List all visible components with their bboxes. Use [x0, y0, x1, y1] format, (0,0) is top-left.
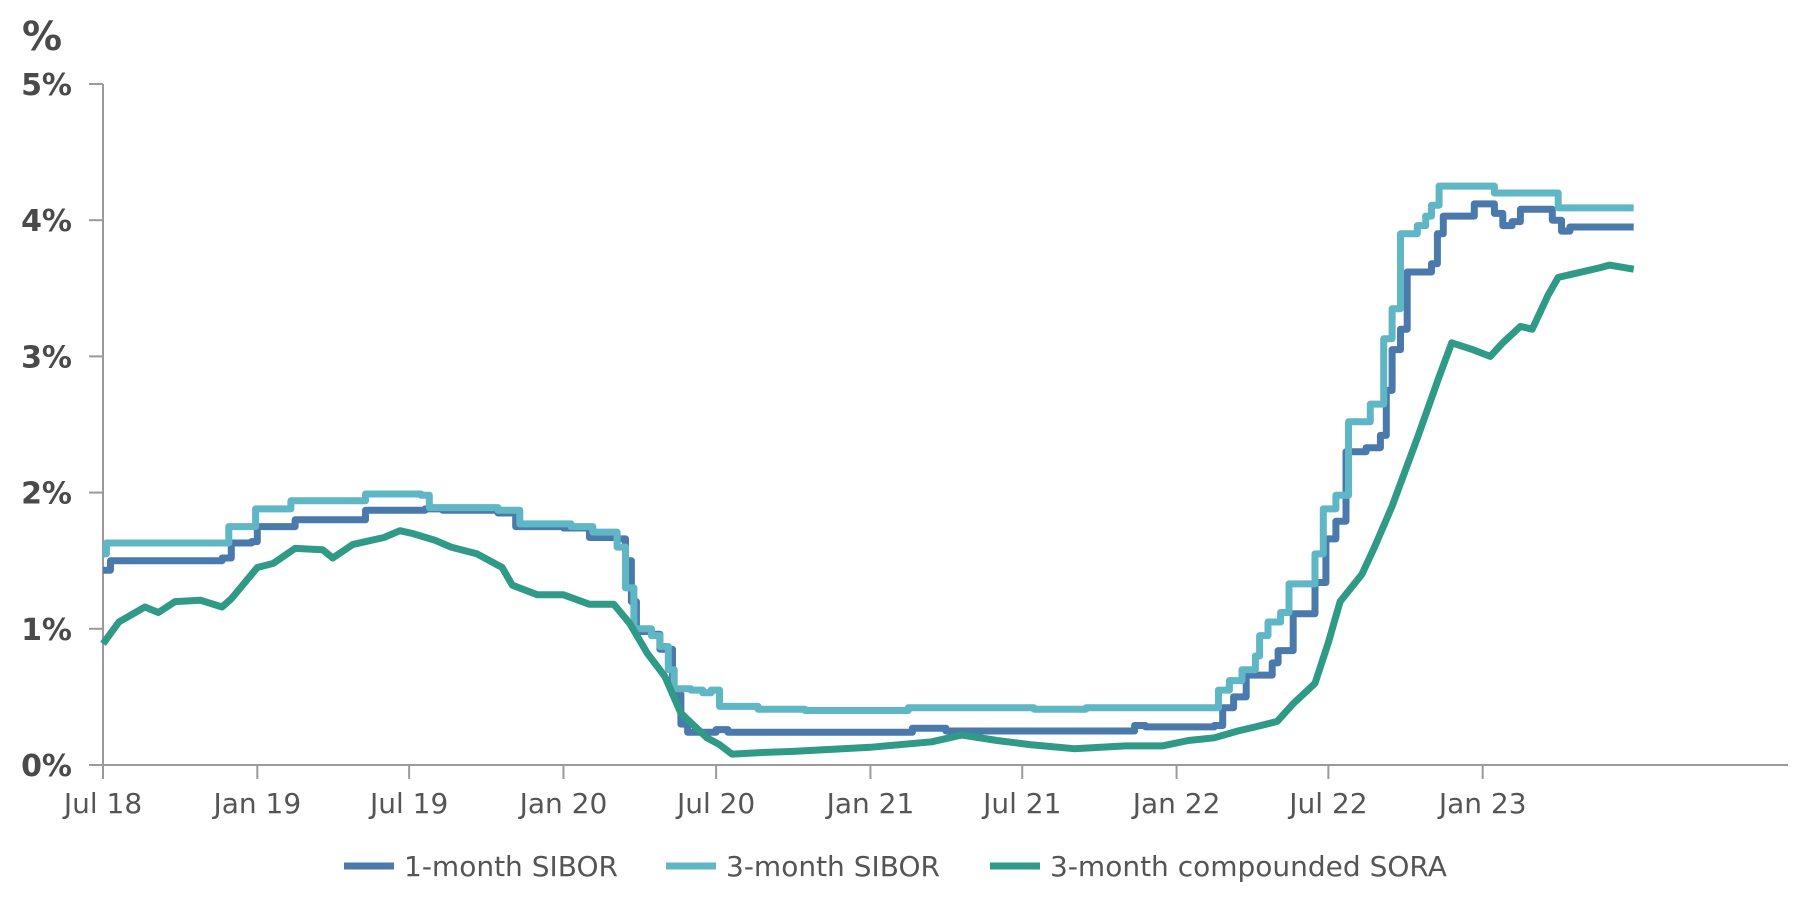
series-layer [100, 182, 1635, 758]
x-tick-label: Jul 18 [62, 787, 142, 820]
x-tick-label: Jan 23 [1437, 787, 1527, 820]
x-tick-label: Jan 20 [518, 787, 608, 820]
x-tick-label: Jul 19 [368, 787, 448, 820]
y-tick-label: 2% [21, 477, 72, 512]
series-line-3-month-sibor [102, 182, 1634, 714]
legend: 1-month SIBOR 3-month SIBOR 3-month compou… [344, 850, 1447, 883]
legend-label: 3-month SIBOR [726, 850, 940, 883]
y-tick-label: 0% [21, 749, 72, 784]
axes: 0% 1% 2% 3% 4% 5% Jul 18 Jan 19 Jul 19 Jan 20 Jul … [21, 68, 1788, 820]
y-tick-label: 5% [21, 68, 72, 103]
series-line-3-month-compounded-sora [100, 261, 1635, 758]
legend-label: 1-month SIBOR [404, 850, 618, 883]
x-tick-label: Jan 22 [1131, 787, 1221, 820]
x-tick-label: Jul 20 [675, 787, 755, 820]
x-tick-label: Jul 21 [981, 787, 1061, 820]
x-tick-label: Jan 19 [211, 787, 301, 820]
y-unit-label: % [22, 14, 62, 60]
y-tick-label: 4% [21, 204, 72, 239]
y-tick-label: 3% [21, 340, 72, 375]
legend-label: 3-month compounded SORA [1050, 850, 1447, 883]
y-tick-label: 1% [21, 613, 72, 648]
x-tick-label: Jan 21 [825, 787, 915, 820]
x-tick-label: Jul 22 [1287, 787, 1367, 820]
